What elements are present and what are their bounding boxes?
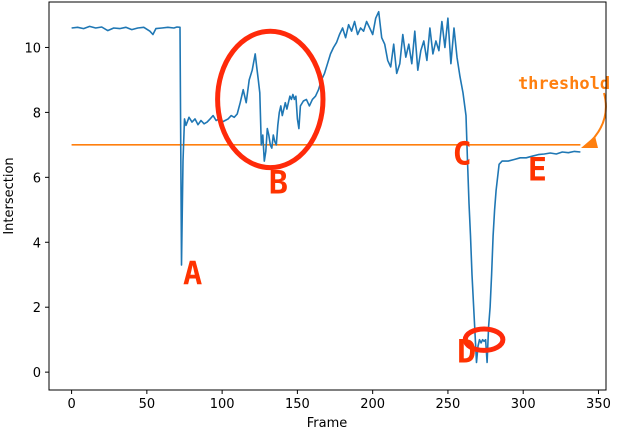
x-tick-label: 200 — [360, 397, 385, 412]
highlight-ellipse-1 — [462, 326, 506, 353]
y-axis-ticks: 0 2 4 6 8 10 — [24, 41, 49, 381]
y-tick-label: 10 — [24, 41, 41, 56]
y-tick-label: 2 — [33, 301, 41, 316]
annotation-b: B — [269, 164, 288, 202]
x-tick-label: 0 — [67, 397, 75, 412]
annotations: A B C D E — [183, 28, 547, 370]
series-line-0 — [71, 10, 581, 364]
x-tick-label: 300 — [511, 397, 536, 412]
plot-area — [71, 10, 581, 364]
x-tick-label: 150 — [285, 397, 310, 412]
x-tick-label: 50 — [139, 397, 156, 412]
y-tick-label: 6 — [33, 171, 41, 186]
y-tick-label: 8 — [33, 106, 41, 121]
threshold-label: threshold — [518, 74, 610, 94]
y-axis-label: Intersection — [2, 157, 17, 234]
y-tick-label: 4 — [33, 236, 41, 251]
highlight-ellipse-0 — [215, 28, 326, 171]
x-tick-label: 250 — [436, 397, 461, 412]
x-axis-label: Frame — [307, 416, 348, 430]
threshold-arrow-head — [581, 136, 598, 148]
x-tick-label: 100 — [210, 397, 235, 412]
plot-frame — [48, 1, 607, 391]
threshold-arrow-shaft — [585, 92, 607, 147]
annotation-d: D — [457, 332, 476, 370]
annotation-a: A — [183, 254, 202, 292]
x-axis-ticks: 0 50 100 150 200 250 300 350 — [67, 390, 611, 412]
annotation-e: E — [528, 151, 547, 189]
y-tick-label: 0 — [33, 366, 41, 381]
x-tick-label: 350 — [586, 397, 611, 412]
annotation-c: C — [452, 134, 471, 172]
